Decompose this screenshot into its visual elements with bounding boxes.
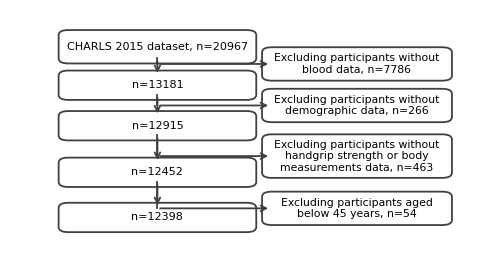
FancyBboxPatch shape xyxy=(262,192,452,225)
Text: n=13181: n=13181 xyxy=(132,80,183,90)
FancyBboxPatch shape xyxy=(262,89,452,122)
FancyBboxPatch shape xyxy=(58,70,256,100)
Text: n=12452: n=12452 xyxy=(132,167,184,177)
Text: n=12398: n=12398 xyxy=(132,213,184,222)
FancyBboxPatch shape xyxy=(262,134,452,178)
Text: CHARLS 2015 dataset, n=20967: CHARLS 2015 dataset, n=20967 xyxy=(67,42,248,52)
Text: n=12915: n=12915 xyxy=(132,121,184,131)
FancyBboxPatch shape xyxy=(58,158,256,187)
Text: Excluding participants aged
below 45 years, n=54: Excluding participants aged below 45 yea… xyxy=(281,198,433,219)
Text: Excluding participants without
handgrip strength or body
measurements data, n=46: Excluding participants without handgrip … xyxy=(274,139,440,173)
FancyBboxPatch shape xyxy=(262,47,452,81)
FancyBboxPatch shape xyxy=(58,30,256,63)
Text: Excluding participants without
demographic data, n=266: Excluding participants without demograph… xyxy=(274,95,440,116)
FancyBboxPatch shape xyxy=(58,203,256,232)
FancyBboxPatch shape xyxy=(58,111,256,140)
Text: Excluding participants without
blood data, n=7786: Excluding participants without blood dat… xyxy=(274,53,440,75)
